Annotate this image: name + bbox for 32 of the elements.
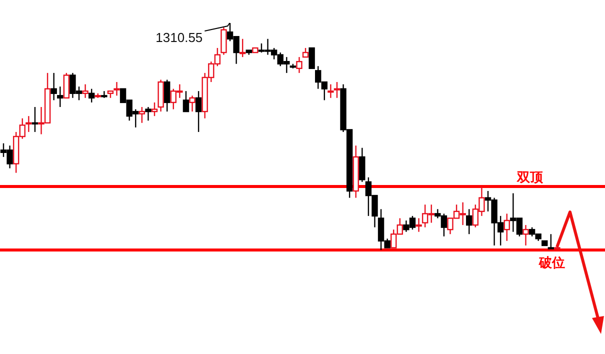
candlestick xyxy=(548,234,554,250)
candlestick xyxy=(220,26,227,56)
candlestick xyxy=(328,84,334,99)
candlestick xyxy=(182,90,190,112)
candlestick xyxy=(195,90,202,133)
candlestick xyxy=(26,115,32,133)
candlestick xyxy=(189,95,196,112)
candlestick xyxy=(145,106,152,122)
candlestick xyxy=(114,81,120,96)
candlestick xyxy=(240,38,246,58)
candlestick xyxy=(82,84,88,99)
candlestick xyxy=(57,86,64,108)
candlestick xyxy=(302,47,309,58)
annotation: 1310.55 xyxy=(156,30,203,45)
ref-line-label: 双顶 xyxy=(516,170,544,186)
candlestick xyxy=(416,218,422,232)
candlestick xyxy=(50,72,57,101)
candlestick xyxy=(138,106,146,124)
candlestick xyxy=(32,106,38,133)
candlestick xyxy=(359,147,366,182)
candlestick xyxy=(504,213,510,242)
candlestick xyxy=(88,88,95,104)
ref-line-label: 破位 xyxy=(538,256,565,271)
candlestick xyxy=(101,90,108,99)
candlestick xyxy=(296,56,302,74)
candlestick xyxy=(151,102,158,117)
candlestick xyxy=(522,224,529,246)
candlestick xyxy=(308,47,315,69)
candlestick xyxy=(466,208,472,235)
candlestick xyxy=(63,72,70,99)
candlestick xyxy=(334,81,340,99)
candlestick xyxy=(164,79,170,112)
